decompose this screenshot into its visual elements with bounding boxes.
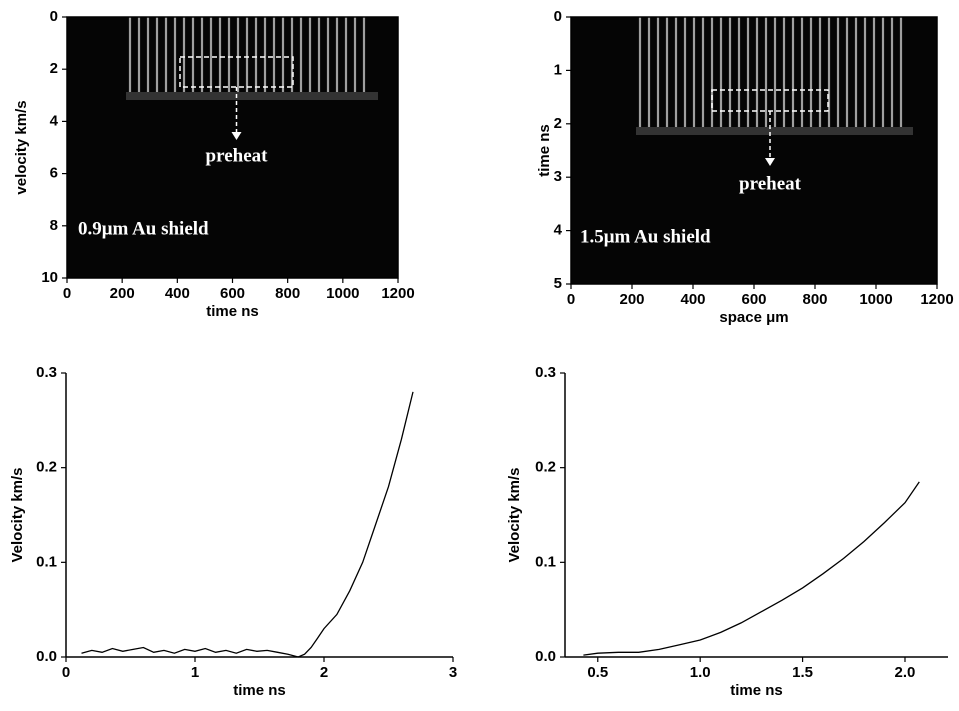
x-tick-label: 1000: [859, 291, 892, 308]
streak-image: [571, 17, 937, 284]
x-tick-label: 1200: [920, 291, 953, 308]
y-axis-label: velocity km/s: [13, 100, 30, 194]
x-axis-label: time ns: [730, 682, 783, 699]
x-tick-label: 1.0: [690, 664, 711, 681]
y-tick-label: 1: [554, 61, 562, 78]
x-axis-label: space μm: [719, 309, 788, 326]
x-tick-label: 1: [191, 664, 199, 681]
x-tick-label: 400: [165, 285, 190, 302]
y-tick-label: 0.0: [36, 648, 57, 665]
y-tick-label: 8: [50, 217, 58, 234]
x-tick-label: 400: [680, 291, 705, 308]
x-tick-label: 1.5: [792, 664, 813, 681]
y-axis-label: Velocity km/s: [9, 467, 26, 562]
y-tick-label: 0.1: [535, 553, 556, 570]
y-tick-label: 3: [554, 168, 562, 185]
y-tick-label: 2: [554, 115, 562, 132]
arrow-head: [231, 132, 242, 140]
y-tick-label: 4: [50, 112, 59, 129]
y-tick-label: 0.3: [36, 364, 57, 381]
x-tick-label: 0: [62, 664, 70, 681]
y-tick-label: 0: [50, 8, 58, 25]
x-tick-label: 0.5: [587, 664, 608, 681]
x-tick-label: 200: [110, 285, 135, 302]
y-tick-label: 0: [554, 8, 562, 25]
y-tick-label: 5: [554, 275, 562, 292]
x-tick-label: 600: [741, 291, 766, 308]
x-tick-label: 0: [567, 291, 575, 308]
annotation: preheat: [206, 145, 269, 166]
data-line: [583, 481, 920, 656]
y-tick-label: 2: [50, 60, 58, 77]
x-tick-label: 1200: [381, 285, 414, 302]
x-tick-label: 3: [449, 664, 457, 681]
streak-edge: [636, 127, 913, 135]
preheat-box: [179, 56, 294, 88]
y-tick-label: 6: [50, 165, 58, 182]
x-tick-label: 800: [275, 285, 300, 302]
x-tick-label: 2.0: [895, 664, 916, 681]
x-tick-label: 1000: [326, 285, 359, 302]
y-axis-label: Velocity km/s: [506, 467, 523, 562]
y-tick-label: 0.3: [535, 364, 556, 381]
x-axis-label: time ns: [206, 303, 259, 320]
y-tick-label: 0.1: [36, 553, 57, 570]
y-tick-label: 0.2: [535, 459, 556, 476]
x-tick-label: 200: [619, 291, 644, 308]
y-tick-label: 4: [554, 222, 563, 239]
streak-edge: [126, 92, 378, 100]
panel-label: 0.9μm Au shield: [78, 218, 209, 239]
data-line: [81, 391, 414, 658]
annotation: preheat: [739, 173, 802, 194]
streak-image: [67, 17, 398, 278]
panel-label: 1.5μm Au shield: [580, 226, 711, 247]
x-tick-label: 0: [63, 285, 71, 302]
y-tick-label: 0.2: [36, 459, 57, 476]
y-tick-label: 0.0: [535, 648, 556, 665]
x-tick-label: 800: [802, 291, 827, 308]
x-axis-label: time ns: [233, 682, 286, 699]
arrow-head: [765, 158, 775, 166]
x-tick-label: 2: [320, 664, 328, 681]
x-tick-label: 600: [220, 285, 245, 302]
y-tick-label: 10: [41, 269, 58, 286]
y-axis-label: time ns: [536, 124, 553, 177]
